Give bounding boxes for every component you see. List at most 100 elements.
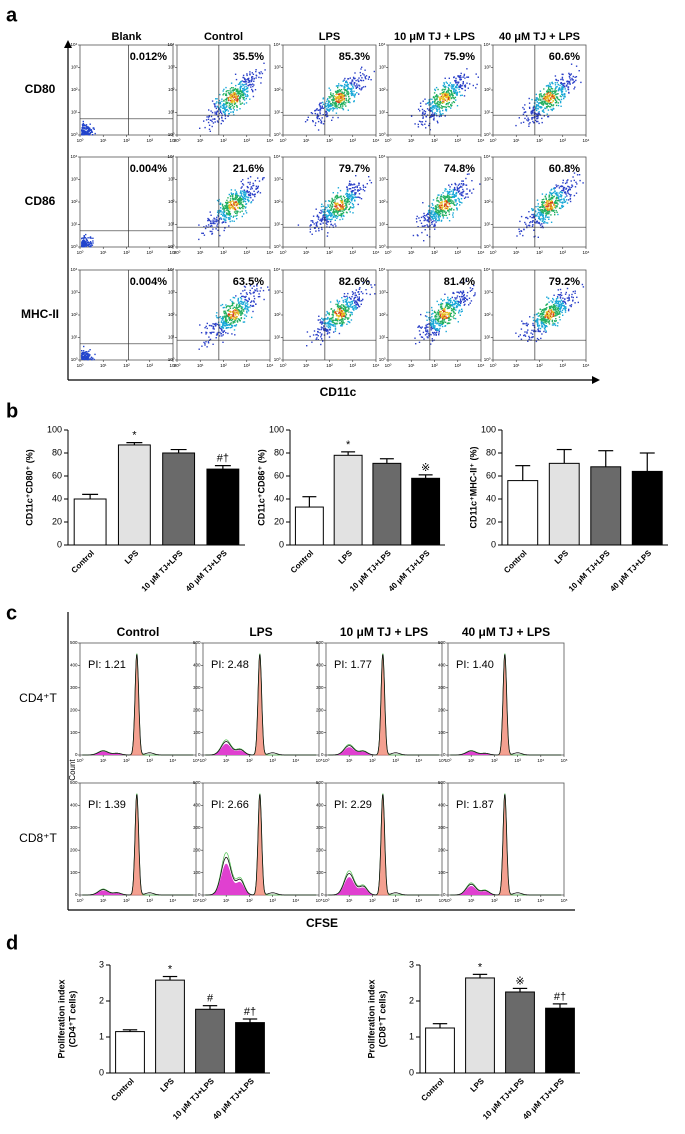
cell-dot [341,94,343,96]
cell-dot [248,196,250,199]
cell-dot [238,199,240,201]
cell-dot [227,316,230,318]
cell-dot [528,123,530,125]
column-title: Control [204,31,243,43]
cell-dot [543,97,545,100]
cell-dot [543,115,545,117]
cell-dot [442,196,445,199]
cell-dot [340,197,343,199]
cell-dot [360,68,362,70]
cell-dot [350,306,353,308]
cell-dot [250,79,253,81]
cell-dot [362,73,364,75]
cell-dot [222,321,225,323]
cell-dot [439,93,441,95]
cell-dot [448,97,451,99]
cell-dot [248,298,250,301]
cell-dot [552,82,554,85]
cell-dot [546,107,548,109]
cell-dot [443,95,445,98]
cell-dot [224,103,227,105]
cell-dot [446,82,448,84]
cell-dot [449,191,451,193]
cell-dot [330,219,332,221]
cell-dot [546,211,548,214]
cell-dot [320,119,322,121]
cell-dot [236,210,238,213]
cell-dot [425,103,427,105]
cell-dot [86,356,89,358]
cell-dot [322,222,324,224]
cell-dot [83,351,85,354]
cell-dot [328,100,330,102]
cell-dot [342,301,345,303]
cell-dot [230,322,232,324]
cell-dot [355,300,357,302]
cell-dot [545,193,547,196]
cell-dot [332,108,334,110]
cell-dot [453,201,455,203]
cell-dot [246,300,249,302]
cell-dot [236,192,238,195]
cell-dot [334,328,337,330]
cell-dot [329,89,332,91]
cell-dot [436,209,439,211]
cell-dot [82,125,84,127]
cell-dot [562,187,565,190]
cell-dot [243,317,246,320]
cell-dot [344,311,346,313]
cell-dot [222,218,225,220]
cell-dot [433,224,435,226]
x-tick-label: 10¹ [408,250,415,255]
cell-dot [536,98,538,100]
cell-dot [263,298,265,301]
cell-dot [551,96,553,98]
cell-dot [452,190,454,192]
cell-dot [240,313,242,315]
cell-dot [476,83,478,86]
cell-dot [239,197,241,199]
cell-dot [438,210,440,212]
cell-dot [359,187,361,189]
cell-dot [231,220,233,222]
cell-dot [551,94,554,96]
cell-dot [430,114,432,117]
cell-dot [230,324,233,327]
cell-dot [459,201,462,203]
cell-dot [224,207,226,209]
cell-dot [353,100,355,103]
cell-dot [347,292,349,295]
cell-dot [352,207,354,209]
cell-dot [320,321,322,324]
cell-dot [557,93,559,95]
cell-dot [526,119,528,121]
cell-dot [233,320,236,322]
cell-dot [246,301,248,303]
cell-dot [346,317,348,319]
cell-dot [345,208,347,210]
cell-dot [436,206,438,208]
cell-dot [235,97,237,99]
cell-dot [313,223,315,225]
cell-dot [451,86,454,88]
cell-dot [315,224,318,226]
y-tick-label: 10⁴ [274,267,281,272]
cell-dot [227,326,230,329]
cell-dot [313,330,316,332]
cell-dot [333,309,336,311]
cell-dot [456,85,458,87]
cell-dot [541,121,543,124]
cell-dot [543,201,545,203]
cell-dot [531,113,533,115]
cell-dot [356,185,358,187]
cell-dot [232,311,234,313]
cell-dot [338,332,341,335]
cell-dot [203,226,205,228]
cell-dot [453,195,455,197]
cell-dot [224,111,226,113]
cell-dot [430,212,432,215]
cell-dot [235,210,237,212]
cell-dot [548,102,551,105]
cell-dot [251,193,253,195]
cell-dot [561,189,563,192]
